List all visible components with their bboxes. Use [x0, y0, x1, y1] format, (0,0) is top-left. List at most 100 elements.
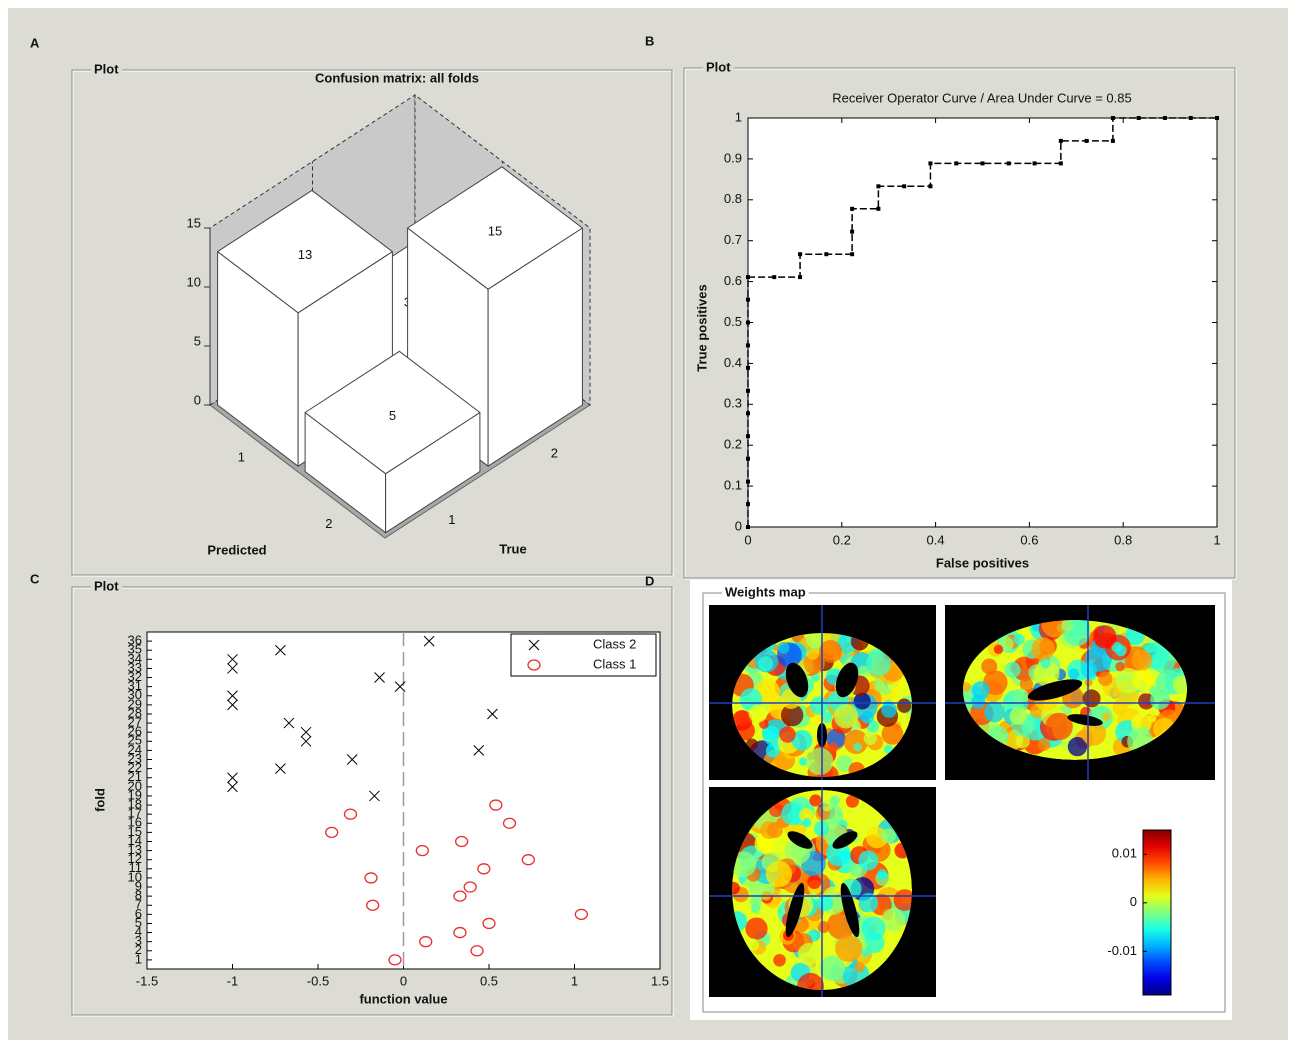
- weight-blob: [1115, 645, 1126, 656]
- panel-letter: D: [645, 573, 654, 588]
- z-tick-label: 10: [187, 274, 201, 289]
- x-tick-label: -0.5: [307, 973, 329, 988]
- roc-point: [981, 161, 985, 165]
- x-axis-label: function value: [359, 991, 447, 1006]
- weight-blob: [862, 917, 886, 941]
- weight-blob: [817, 895, 833, 911]
- roc-point: [1111, 116, 1115, 120]
- weight-blob: [745, 917, 767, 939]
- weight-blob: [802, 818, 811, 827]
- roc-point: [1189, 116, 1193, 120]
- weight-blob: [897, 698, 911, 712]
- roc-point: [1163, 116, 1167, 120]
- x-tick-label: 0: [400, 973, 407, 988]
- roc-point: [850, 207, 854, 211]
- weight-blob: [1005, 662, 1021, 678]
- roc-point: [746, 525, 750, 529]
- x-tick-label: 0.5: [480, 973, 498, 988]
- chart-title: Confusion matrix: all folds: [315, 70, 479, 85]
- weight-blob: [766, 861, 792, 887]
- weight-blob: [1083, 689, 1101, 707]
- colorbar-tick-label: 0: [1130, 894, 1137, 909]
- weight-blob: [810, 696, 828, 714]
- y-axis-label: fold: [92, 788, 107, 812]
- plot-area: [748, 118, 1217, 527]
- roc-point: [1007, 161, 1011, 165]
- weight-blob: [1081, 662, 1097, 678]
- roc-point: [746, 389, 750, 393]
- colorbar-tick-label: -0.01: [1107, 943, 1137, 958]
- x-axis-label: Predicted: [207, 542, 266, 557]
- weight-blob: [806, 748, 833, 775]
- value-label: 13: [298, 247, 312, 262]
- y-tick-label: 0.7: [724, 232, 742, 247]
- weight-blob: [828, 742, 838, 752]
- weight-blob: [1148, 714, 1157, 723]
- weight-blob: [773, 954, 786, 967]
- roc-point: [1111, 139, 1115, 143]
- legend-label: Class 2: [593, 636, 636, 651]
- roc-point: [746, 411, 750, 415]
- roc-point: [798, 252, 802, 256]
- panel-letter: A: [30, 35, 40, 50]
- weight-blob: [807, 875, 821, 889]
- roc-point: [1085, 139, 1089, 143]
- x-tick-label: 0.4: [927, 532, 945, 547]
- roc-point: [1215, 116, 1219, 120]
- weight-blob: [778, 642, 790, 654]
- value-label: 15: [488, 223, 502, 238]
- panel-letter: B: [645, 33, 654, 48]
- y-tick-label: 0.8: [724, 191, 742, 206]
- y-tick-label: 0.2: [724, 437, 742, 452]
- panel-letter: C: [30, 571, 40, 586]
- weight-blob: [1115, 662, 1125, 672]
- weight-blob: [830, 796, 840, 806]
- y-tick-label: 0.9: [724, 150, 742, 165]
- y-tick-label: 1: [735, 109, 742, 124]
- weight-blob: [855, 962, 865, 972]
- value-label: 5: [389, 408, 396, 423]
- x-tick-label: 0.2: [833, 532, 851, 547]
- x-tick-label: 0.6: [1020, 532, 1038, 547]
- weight-blob: [834, 704, 858, 728]
- roc-point: [876, 207, 880, 211]
- weight-blob: [1098, 671, 1112, 685]
- weight-blob: [1093, 625, 1116, 648]
- x-tick-label: -1: [227, 973, 239, 988]
- x-tick-label: 1: [238, 450, 245, 465]
- roc-point: [876, 184, 880, 188]
- weight-blob: [765, 726, 779, 740]
- weight-blob: [758, 656, 773, 671]
- roc-point: [746, 343, 750, 347]
- z-tick-label: 5: [194, 333, 201, 348]
- roc-point: [1033, 161, 1037, 165]
- weight-blob: [984, 701, 1005, 722]
- roc-point: [1059, 139, 1063, 143]
- x-tick-label: 1: [571, 973, 578, 988]
- y-tick-label: 0.3: [724, 396, 742, 411]
- roc-point: [772, 275, 776, 279]
- y-tick-label: 0.4: [724, 355, 742, 370]
- roc-point: [954, 161, 958, 165]
- x-tick-label: -1.5: [136, 973, 158, 988]
- weight-blob: [1061, 620, 1073, 632]
- roc-point: [746, 434, 750, 438]
- roc-point: [1137, 116, 1141, 120]
- weight-blob: [1102, 712, 1111, 721]
- y-tick-label: 0.6: [724, 273, 742, 288]
- weight-blob: [858, 665, 868, 675]
- weight-blob: [1010, 707, 1027, 724]
- legend-label: Class 1: [593, 656, 636, 671]
- roc-point: [850, 230, 854, 234]
- weight-blob: [1131, 650, 1152, 671]
- y-tick-label: 1: [448, 512, 455, 527]
- y-axis-label: True positives: [694, 284, 709, 371]
- roc-point: [902, 184, 906, 188]
- y-tick-label: 2: [551, 446, 558, 461]
- weight-blob: [821, 712, 832, 723]
- roc-point: [746, 275, 750, 279]
- x-tick-label: 1.5: [651, 973, 669, 988]
- x-tick-label: 0: [744, 532, 751, 547]
- weight-blob: [779, 890, 788, 899]
- roc-point: [746, 457, 750, 461]
